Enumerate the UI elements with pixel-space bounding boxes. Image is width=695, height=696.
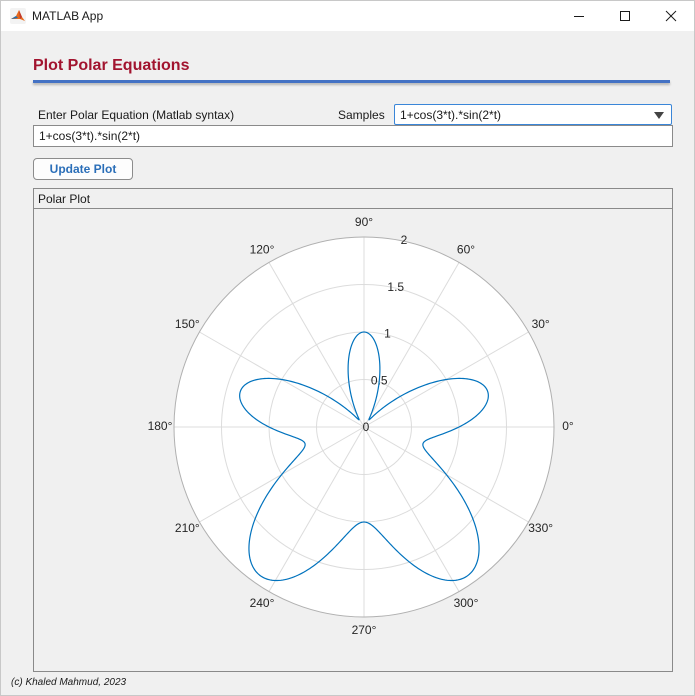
- polar-plot-panel: Polar Plot 0° 30° 60° 90° 120° 150° 180° 210° 24…: [33, 188, 673, 672]
- theta-tick-label: 270°: [352, 623, 377, 637]
- maximize-icon: [620, 11, 630, 21]
- theta-tick-label: 240°: [250, 596, 275, 610]
- theta-tick-label: 90°: [355, 215, 373, 229]
- title-bar[interactable]: MATLAB App: [1, 1, 694, 31]
- samples-dropdown[interactable]: 1+cos(3*t).*sin(2*t): [394, 104, 672, 125]
- theta-tick-label: 60°: [457, 243, 475, 257]
- matlab-icon: [10, 8, 26, 24]
- equation-input[interactable]: [33, 125, 673, 147]
- polar-plot[interactable]: 0° 30° 60° 90° 120° 150° 180° 210° 240° 270° 300° 3…: [34, 189, 672, 671]
- window-title: MATLAB App: [32, 9, 104, 23]
- panel-title: Polar Plot: [38, 192, 91, 206]
- page-title: Plot Polar Equations: [33, 57, 190, 74]
- theta-tick-label: 120°: [250, 243, 275, 257]
- update-plot-button[interactable]: Update Plot: [33, 158, 133, 180]
- theta-tick-label: 0°: [562, 419, 574, 433]
- equation-label: Enter Polar Equation (Matlab syntax): [38, 108, 235, 122]
- close-icon: [665, 10, 677, 22]
- samples-selected-value: 1+cos(3*t).*sin(2*t): [400, 108, 502, 122]
- theta-tick-label: 300°: [454, 596, 479, 610]
- polar-curve: [239, 331, 489, 582]
- maximize-button[interactable]: [602, 1, 648, 31]
- copyright-footer: (c) Khaled Mahmud, 2023: [11, 677, 127, 688]
- theta-tick-label: 150°: [175, 317, 200, 331]
- samples-label: Samples: [338, 108, 385, 122]
- r-tick-label: 0: [363, 420, 370, 434]
- theta-tick-label: 180°: [148, 419, 173, 433]
- theta-tick-label: 210°: [175, 521, 200, 535]
- r-tick-label: 1: [384, 327, 391, 341]
- theta-tick-label: 30°: [532, 317, 550, 331]
- close-button[interactable]: [648, 1, 694, 31]
- panel-header: Polar Plot: [34, 189, 672, 209]
- polar-border: [173, 236, 555, 618]
- r-gridline: [316, 379, 412, 475]
- title-underline: [33, 80, 670, 83]
- r-tick-label: 2: [401, 233, 408, 247]
- chevron-down-icon: [654, 112, 664, 119]
- minimize-icon: [574, 16, 584, 17]
- theta-tick-label: 330°: [528, 521, 553, 535]
- minimize-button[interactable]: [556, 1, 602, 31]
- r-tick-label: 1.5: [387, 280, 404, 294]
- r-gridline: [221, 284, 507, 570]
